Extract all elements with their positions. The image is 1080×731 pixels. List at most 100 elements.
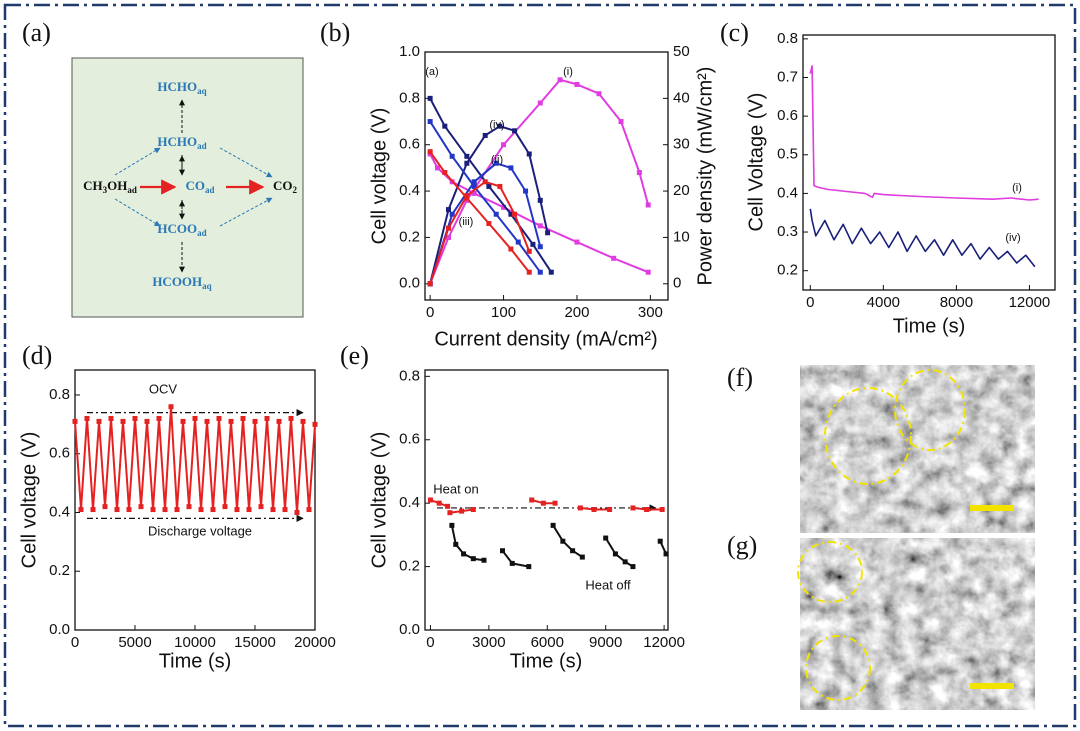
point	[449, 211, 455, 217]
y-axis-label: Cell voltage (V)	[368, 432, 390, 569]
point	[508, 246, 514, 252]
plot-frame	[424, 51, 669, 301]
point	[470, 507, 476, 513]
point	[168, 404, 174, 410]
point	[607, 507, 613, 513]
point	[464, 153, 470, 159]
x-tick-label: 4000	[867, 294, 900, 311]
y-tick-label: 0.2	[399, 228, 420, 245]
point	[630, 505, 636, 511]
point	[222, 504, 228, 510]
annotation: (iv)	[489, 119, 504, 131]
chart: (d) 0 5000 10000 15000 20000 0.0 0.2 0.4 0.6 0.8 Ti…	[18, 341, 336, 672]
y2-tick-label: 50	[673, 43, 690, 60]
annotation: (iv)	[1005, 232, 1020, 244]
annotation: Heat off	[585, 577, 631, 592]
point	[644, 507, 650, 513]
point	[471, 190, 477, 196]
point	[252, 418, 258, 424]
node-text: CO	[185, 178, 205, 193]
node-text: ad	[197, 228, 207, 238]
point	[537, 100, 543, 106]
plot-frame	[74, 369, 316, 631]
point	[445, 207, 451, 213]
point	[499, 548, 505, 554]
point	[216, 415, 222, 421]
y2-tick-label: 40	[673, 89, 690, 106]
y-tick-label: 0.8	[49, 386, 70, 403]
point	[508, 211, 514, 217]
series-line	[430, 499, 663, 514]
x-axis-label: Current density (mA/cm²)	[434, 328, 657, 350]
point	[493, 160, 499, 166]
point	[481, 557, 487, 563]
frame	[3, 3, 1077, 728]
y-tick-label: 0.0	[399, 275, 420, 292]
point	[312, 421, 318, 427]
node-text: aq	[197, 86, 207, 96]
annotation: (iii)	[459, 216, 474, 228]
point	[427, 119, 433, 125]
point	[526, 248, 532, 254]
x-tick-label: 300	[638, 304, 663, 321]
y-tick-label: 0.8	[399, 89, 420, 106]
panel-label: (g)	[727, 531, 757, 560]
panel-label: (c)	[720, 18, 749, 47]
point	[611, 255, 617, 261]
panel-label: (f)	[727, 363, 753, 392]
point	[102, 504, 108, 510]
node-text: HCOOH	[152, 274, 202, 289]
point	[636, 170, 642, 176]
point	[126, 507, 132, 513]
x-tick-label: 0	[426, 304, 434, 321]
node-text: HCHO	[157, 79, 197, 94]
point	[96, 418, 102, 424]
point	[471, 183, 477, 189]
plot-frame	[424, 369, 669, 631]
diagram-node: COad	[185, 178, 214, 195]
point	[264, 415, 270, 421]
y-tick-label: 0.4	[49, 503, 70, 520]
point	[427, 281, 433, 287]
point	[663, 551, 669, 557]
point	[579, 554, 585, 560]
point	[512, 128, 518, 134]
point	[276, 418, 282, 424]
y-tick-label: 0.2	[49, 562, 70, 579]
point	[493, 211, 499, 217]
y-axis-label: Cell voltage (V)	[368, 108, 390, 245]
point	[442, 123, 448, 129]
y2-tick-label: 10	[673, 228, 690, 245]
x-tick-label: 200	[564, 304, 589, 321]
sem-image	[797, 538, 1035, 710]
point	[512, 211, 518, 217]
point	[204, 418, 210, 424]
x-tick-label: 20000	[294, 634, 336, 651]
y-axis-label: Cell voltage (V)	[18, 432, 40, 569]
diagram-node: HCOOHaq	[152, 274, 211, 291]
node-text: 2	[293, 185, 298, 195]
point	[186, 504, 192, 510]
y-tick-label: 0.6	[49, 445, 70, 462]
point	[436, 500, 442, 506]
node-text: aq	[202, 281, 212, 291]
y-tick-label: 0.3	[777, 223, 798, 240]
y2-axis-label: Power density (mW/cm²)	[694, 67, 716, 286]
point	[449, 153, 455, 159]
point	[459, 508, 465, 514]
point	[445, 234, 451, 240]
point	[270, 507, 276, 513]
chart: (b) 0 100 200 300 0.0 0.2 0.4 0.6 0.8 1.0 0 10 20 30 40…	[320, 18, 716, 350]
point	[577, 505, 583, 511]
point	[548, 269, 554, 275]
node-text: ad	[197, 141, 207, 151]
point	[464, 193, 470, 199]
diagram-node: CH3OHad	[83, 178, 137, 195]
diagram-node: HCHOad	[157, 134, 206, 151]
y-tick-label: 0.5	[777, 146, 798, 163]
point	[482, 132, 488, 138]
x-tick-label: 15000	[234, 634, 276, 651]
point	[645, 269, 651, 275]
point	[464, 160, 470, 166]
